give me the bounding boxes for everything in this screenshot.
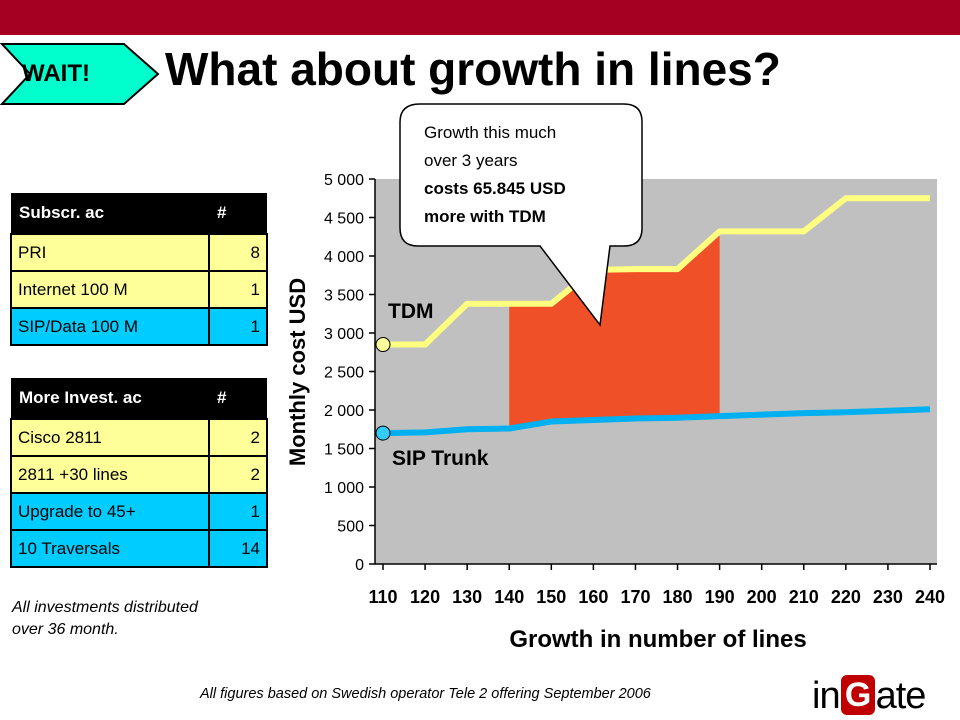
table-row: Upgrade to 45+ 1 bbox=[10, 492, 268, 531]
row-label: 2811 +30 lines bbox=[10, 455, 210, 494]
wait-arrow-shape bbox=[0, 43, 160, 105]
row-label: PRI bbox=[10, 233, 210, 272]
y-axis-title: Monthly cost USD bbox=[285, 278, 310, 466]
page-title: What about growth in lines? bbox=[165, 43, 781, 95]
footer-note: All figures based on Swedish operator Te… bbox=[200, 686, 651, 702]
wait-arrow-badge bbox=[0, 43, 160, 105]
callout-bubble: Growth this much over 3 years costs 65.8… bbox=[399, 103, 643, 327]
x-tick-label: 160 bbox=[578, 587, 608, 607]
x-tick-label: 140 bbox=[494, 587, 524, 607]
series-label-tdm: TDM bbox=[388, 300, 434, 323]
table-row: Internet 100 M 1 bbox=[10, 270, 268, 309]
row-label: SIP/Data 100 M bbox=[10, 307, 210, 346]
row-label: Internet 100 M bbox=[10, 270, 210, 309]
x-tick-label: 180 bbox=[663, 587, 693, 607]
callout-line: costs 65.845 USD bbox=[424, 179, 566, 198]
wait-label: WAIT! bbox=[22, 60, 90, 87]
y-tick-label: 2 500 bbox=[324, 365, 364, 382]
row-value: 14 bbox=[208, 529, 268, 568]
investment-table: More Invest. ac # Cisco 2811 2 2811 +30 … bbox=[10, 378, 268, 568]
top-accent-bar bbox=[0, 0, 960, 35]
table-header-count: # bbox=[209, 378, 267, 419]
series-line-sip-trunk bbox=[382, 406, 931, 437]
x-tick-label: 230 bbox=[873, 587, 903, 607]
x-axis-title: Growth in number of lines bbox=[509, 626, 806, 653]
row-value: 2 bbox=[208, 455, 268, 494]
tdm-marker bbox=[375, 337, 391, 353]
table-header: More Invest. ac # bbox=[11, 378, 267, 419]
x-tick-label: 200 bbox=[747, 587, 777, 607]
subscription-table: Subscr. ac # PRI 8 Internet 100 M 1 SIP/… bbox=[10, 193, 268, 346]
x-tick-label: 150 bbox=[536, 587, 566, 607]
y-tick-label: 3 500 bbox=[324, 288, 364, 305]
x-tick-label: 220 bbox=[831, 587, 861, 607]
row-value: 2 bbox=[208, 418, 268, 457]
x-tick-label: 130 bbox=[452, 587, 482, 607]
row-label: 10 Traversals bbox=[10, 529, 210, 568]
x-tick-label: 210 bbox=[789, 587, 819, 607]
row-value: 1 bbox=[208, 270, 268, 309]
callout-line: more with TDM bbox=[424, 207, 546, 226]
row-value: 1 bbox=[208, 307, 268, 346]
investment-note: All investments distributed over 36 mont… bbox=[12, 597, 198, 641]
table-row: 10 Traversals 14 bbox=[10, 529, 268, 568]
logo-text: in bbox=[812, 675, 841, 717]
x-tick-label: 120 bbox=[410, 587, 440, 607]
table-row: PRI 8 bbox=[10, 233, 268, 272]
callout-line: over 3 years bbox=[424, 151, 518, 170]
row-value: 1 bbox=[208, 492, 268, 531]
series-label-sip-trunk: SIP Trunk bbox=[392, 447, 489, 470]
series-line-tdm bbox=[383, 195, 930, 348]
row-value: 8 bbox=[208, 233, 268, 272]
x-tick-label: 170 bbox=[620, 587, 650, 607]
table-row: Cisco 2811 2 bbox=[10, 418, 268, 457]
y-tick-label: 0 bbox=[355, 557, 364, 574]
y-tick-label: 4 500 bbox=[324, 211, 364, 228]
logo-text: ate bbox=[875, 675, 927, 717]
x-tick-label: 110 bbox=[368, 587, 397, 607]
plot-area bbox=[375, 179, 937, 564]
row-label: Cisco 2811 bbox=[10, 418, 210, 457]
y-tick-label: 5 000 bbox=[324, 172, 364, 189]
y-tick-label: 500 bbox=[337, 519, 364, 536]
logo-g-mark: G bbox=[840, 675, 875, 715]
x-tick-label: 190 bbox=[705, 587, 735, 607]
tdm-extra-cost-area bbox=[509, 231, 720, 429]
y-tick-label: 3 000 bbox=[324, 326, 364, 343]
callout-shape bbox=[399, 103, 643, 327]
x-tick-label: 240 bbox=[915, 587, 945, 607]
row-label: Upgrade to 45+ bbox=[10, 492, 210, 531]
table-header-label: Subscr. ac bbox=[11, 193, 209, 234]
callout-line: Growth this much bbox=[424, 123, 556, 142]
table-row: 2811 +30 lines 2 bbox=[10, 455, 268, 494]
table-row: SIP/Data 100 M 1 bbox=[10, 307, 268, 346]
y-tick-label: 4 000 bbox=[324, 249, 364, 266]
y-tick-label: 1 500 bbox=[324, 442, 364, 459]
table-header-label: More Invest. ac bbox=[11, 378, 209, 419]
sip-trunk-marker bbox=[375, 425, 391, 441]
note-line: over 36 month. bbox=[12, 621, 119, 638]
table-header: Subscr. ac # bbox=[11, 193, 267, 234]
table-header-count: # bbox=[209, 193, 267, 234]
note-line: All investments distributed bbox=[12, 599, 198, 616]
y-tick-label: 2 000 bbox=[324, 403, 364, 420]
y-tick-label: 1 000 bbox=[324, 480, 364, 497]
